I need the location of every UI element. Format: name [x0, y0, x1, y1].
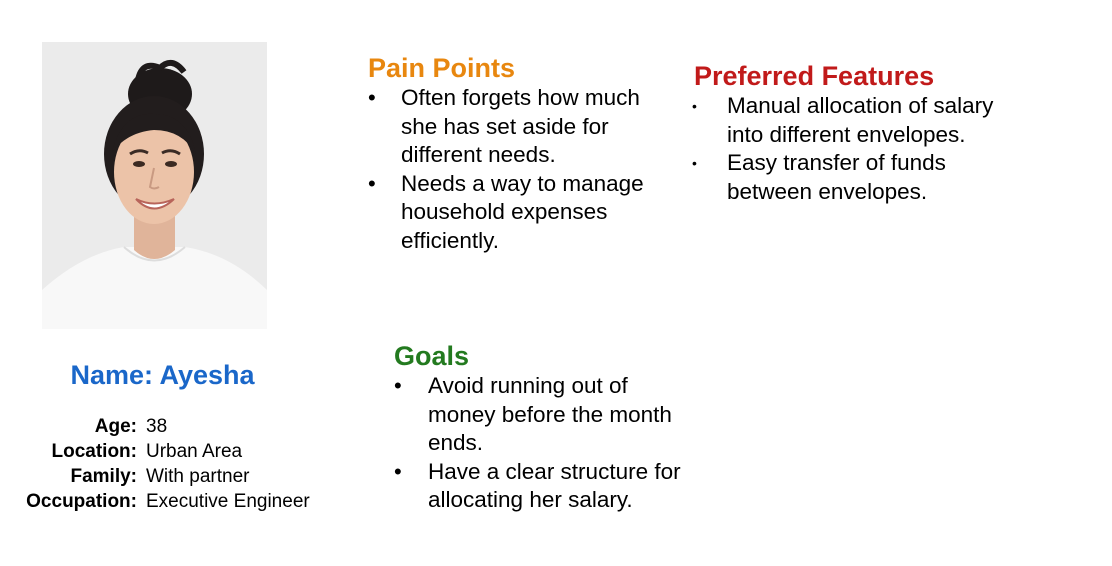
bullet-icon: •: [692, 155, 697, 171]
pain-points-title: Pain Points: [368, 53, 516, 83]
goals-list: • Avoid running out of money before the …: [394, 372, 684, 515]
detail-value: With partner: [146, 465, 250, 487]
goals-section: Goals • Avoid running out of money befor…: [394, 340, 684, 515]
detail-label: Family:: [70, 465, 137, 487]
detail-row-occupation: Occupation: Executive Engineer: [0, 489, 340, 514]
detail-row-family: Family: With partner: [0, 464, 340, 489]
list-item-text: Avoid running out of money before the mo…: [428, 373, 672, 455]
persona-details: Age: 38 Location: Urban Area Family: Wit…: [0, 414, 340, 514]
detail-value: 38: [146, 415, 168, 437]
list-item: • Needs a way to manage household expens…: [368, 170, 668, 256]
detail-row-age: Age: 38: [0, 414, 340, 439]
detail-value: Urban Area: [146, 440, 243, 462]
detail-label: Occupation:: [26, 490, 137, 512]
list-item-text: Have a clear structure for allocating he…: [428, 458, 681, 513]
detail-value: Executive Engineer: [146, 490, 310, 512]
bullet-icon: •: [394, 373, 402, 398]
detail-label: Age:: [94, 415, 137, 437]
list-item: • Avoid running out of money before the …: [394, 372, 684, 458]
list-item: • Have a clear structure for allocating …: [394, 458, 684, 515]
persona-name: Name: Ayesha: [70, 360, 255, 390]
list-item-text: Needs a way to manage household expenses…: [401, 170, 644, 253]
bullet-icon: •: [368, 170, 376, 196]
list-item-text: Manual allocation of salary into differe…: [727, 93, 994, 147]
goals-title: Goals: [394, 341, 470, 371]
bullet-icon: •: [368, 85, 376, 110]
detail-label: Location:: [51, 440, 138, 462]
list-item: • Easy transfer of funds between envelop…: [692, 149, 1034, 206]
persona-photo: [42, 42, 267, 329]
preferred-features-section: Preferred Features • Manual allocation o…: [692, 60, 1034, 206]
list-item-text: Often forgets how much she has set aside…: [401, 85, 640, 167]
bullet-icon: •: [692, 98, 697, 114]
bullet-icon: •: [394, 458, 402, 484]
preferred-features-title: Preferred Features: [694, 61, 935, 91]
pain-points-section: Pain Points • Often forgets how much she…: [368, 52, 668, 255]
list-item-text: Easy transfer of funds between envelopes…: [727, 150, 946, 204]
pain-points-list: • Often forgets how much she has set asi…: [368, 84, 668, 255]
list-item: • Manual allocation of salary into diffe…: [692, 92, 1034, 149]
preferred-features-list: • Manual allocation of salary into diffe…: [692, 92, 1034, 206]
detail-row-location: Location: Urban Area: [0, 439, 340, 464]
list-item: • Often forgets how much she has set asi…: [368, 84, 668, 170]
